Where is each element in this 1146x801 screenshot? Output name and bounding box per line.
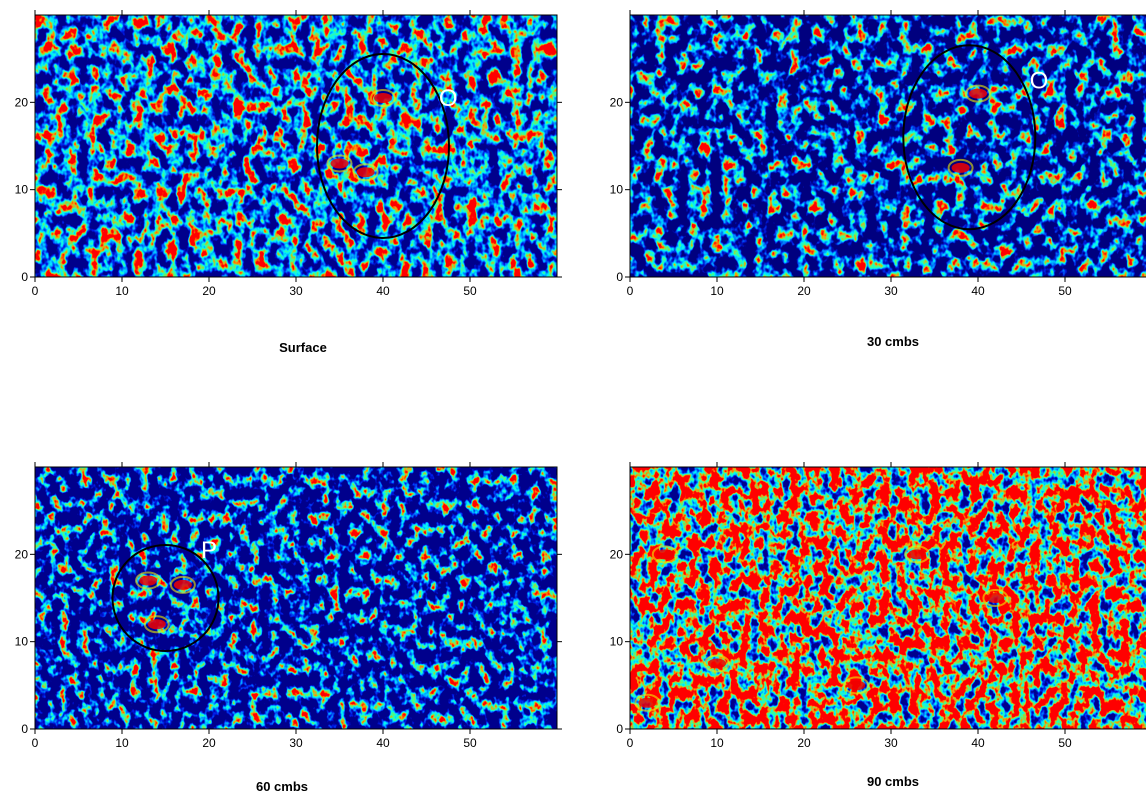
hotspot [147, 619, 166, 630]
x-tick-label: 0 [627, 736, 634, 750]
x-tick-label: 20 [797, 284, 811, 298]
panel: 0 10 20 30 40 50 0 10 20 P 60 cmbs [15, 462, 562, 794]
x-tick-label: 50 [463, 736, 477, 750]
y-tick-label: 20 [15, 95, 29, 109]
hotspot-rim [370, 88, 396, 107]
hotspot [951, 162, 970, 173]
hotspot-rim [843, 676, 870, 695]
y-tick-label: 10 [15, 183, 29, 197]
hotspot [638, 697, 657, 708]
y-tick-label: 10 [610, 183, 624, 197]
annotation-label: P [201, 537, 217, 564]
y-tick-label: 0 [616, 722, 623, 736]
panel: 0 10 20 30 40 50 0 10 20 O Surface [15, 10, 562, 355]
heatmap-field [630, 467, 1146, 729]
hotspot [986, 593, 1005, 603]
hotspot [969, 88, 987, 99]
hotspot-rim [634, 693, 661, 712]
hotspot [374, 92, 392, 103]
x-tick-label: 30 [884, 736, 898, 750]
hotspot-rim [135, 571, 162, 590]
heatmap-field [35, 15, 557, 277]
annotation-label: O [439, 85, 458, 112]
panel-caption: 60 cmbs [256, 779, 308, 794]
x-tick-label: 20 [797, 736, 811, 750]
y-tick-label: 0 [21, 722, 28, 736]
x-tick-label: 10 [115, 284, 129, 298]
y-tick-label: 10 [15, 635, 29, 649]
x-tick-label: 0 [32, 736, 39, 750]
annotation-outline [902, 44, 1037, 231]
x-tick-label: 10 [710, 284, 724, 298]
x-tick-label: 10 [115, 736, 129, 750]
heatmap-field [630, 15, 1146, 277]
hotspot-rim [982, 589, 1009, 607]
x-tick-label: 40 [971, 284, 985, 298]
x-tick-label: 40 [376, 284, 390, 298]
annotation-label: O [1030, 68, 1049, 95]
hotspot-rim [904, 545, 931, 564]
annotation-outline [111, 544, 220, 652]
y-tick-label: 20 [610, 95, 624, 109]
x-tick-label: 20 [202, 736, 216, 750]
annotation-outline [316, 53, 450, 239]
x-tick-label: 30 [289, 284, 303, 298]
y-tick-label: 10 [610, 635, 624, 649]
panel-caption: 30 cmbs [867, 334, 919, 349]
hotspot [330, 158, 349, 169]
heatmap-field [35, 467, 557, 729]
hotspot [908, 549, 927, 560]
x-tick-label: 30 [884, 284, 898, 298]
x-tick-label: 50 [1058, 284, 1072, 298]
y-tick-label: 0 [616, 270, 623, 284]
hotspot [847, 680, 866, 691]
x-tick-label: 20 [202, 284, 216, 298]
hotspot-rim [326, 154, 353, 173]
x-tick-label: 0 [627, 284, 634, 298]
y-tick-label: 20 [15, 547, 29, 561]
x-tick-label: 40 [971, 736, 985, 750]
x-tick-label: 0 [32, 284, 39, 298]
x-tick-label: 10 [710, 736, 724, 750]
hotspot [655, 549, 674, 560]
hotspot-rim [947, 158, 974, 177]
panel-caption: 90 cmbs [867, 774, 919, 789]
x-tick-label: 50 [463, 284, 477, 298]
x-tick-label: 40 [376, 736, 390, 750]
hotspot [708, 658, 726, 669]
panel-caption: Surface [279, 340, 327, 355]
panel: 0 10 20 30 40 50 0 10 20 90 cmbs [610, 462, 1146, 789]
hotspot [139, 575, 158, 586]
hotspot [173, 579, 192, 590]
x-tick-label: 30 [289, 736, 303, 750]
hotspot-rim [651, 545, 678, 564]
hotspot [356, 167, 375, 178]
panel: 0 10 20 30 40 50 0 10 20 O 30 cmbs [610, 10, 1146, 349]
hotspot-rim [169, 575, 196, 594]
hotspot-rim [143, 615, 170, 634]
y-tick-label: 20 [610, 547, 624, 561]
x-tick-label: 50 [1058, 736, 1072, 750]
hotspot-rim [965, 84, 991, 103]
y-tick-label: 0 [21, 270, 28, 284]
hotspot-rim [352, 163, 379, 182]
hotspot-rim [704, 654, 730, 673]
